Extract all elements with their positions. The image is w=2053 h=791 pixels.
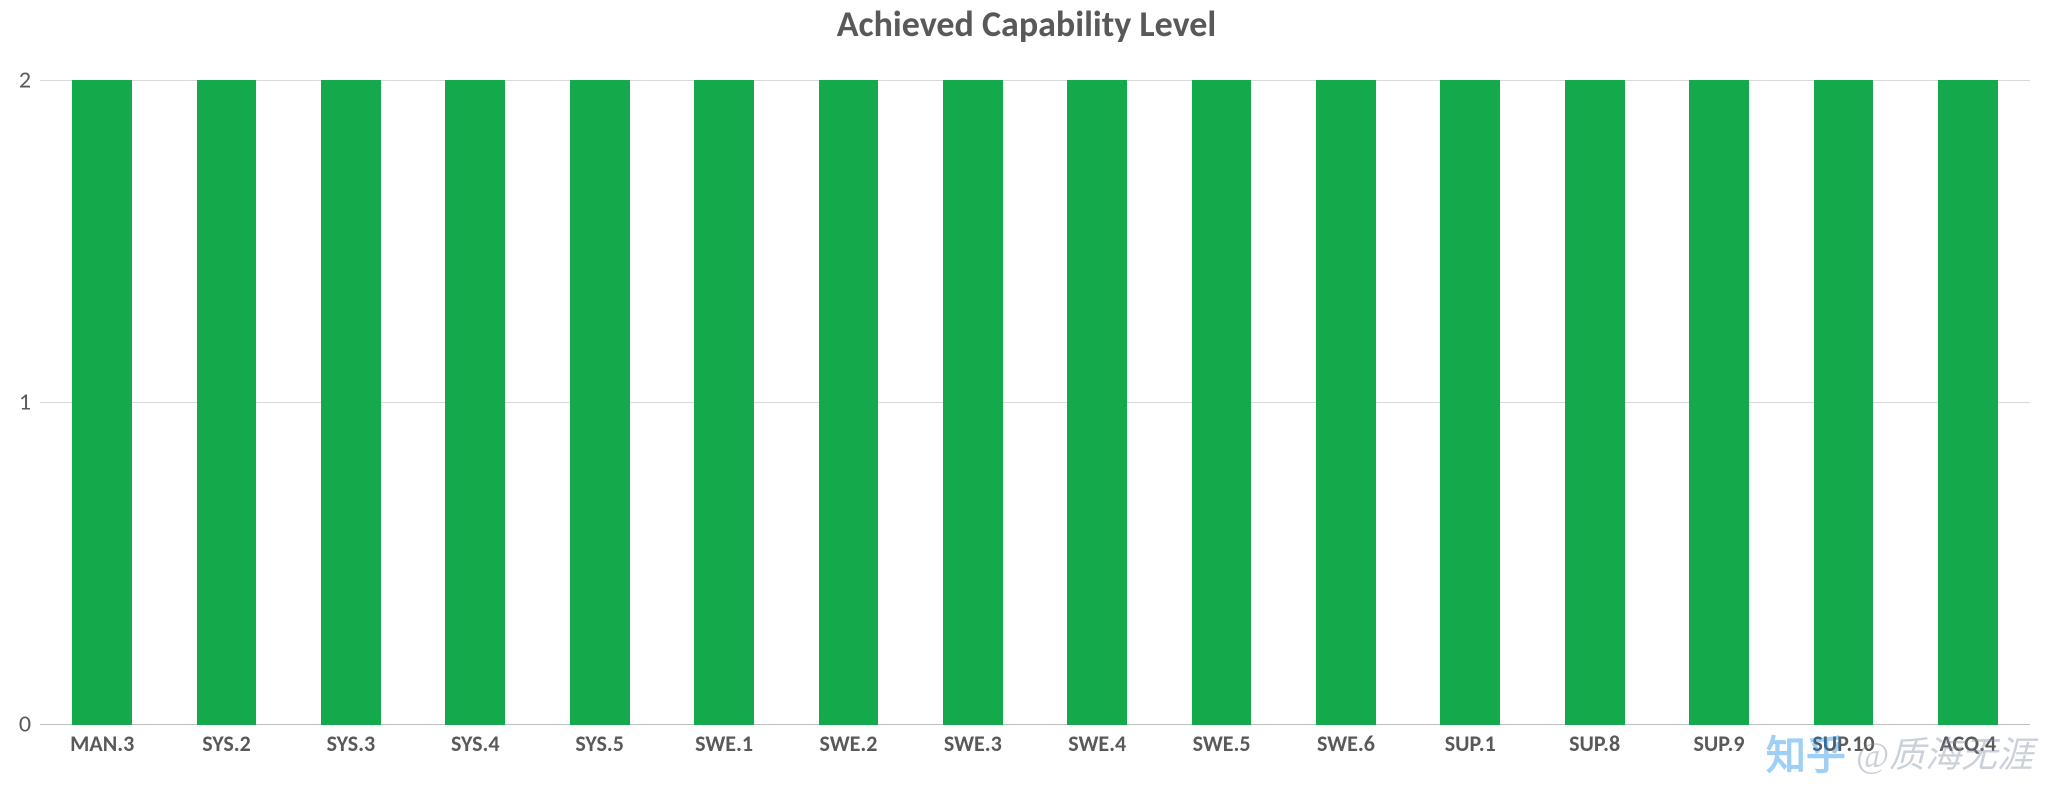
x-tick-label: SUP.9 [1657, 730, 1781, 770]
bar-slot [164, 80, 288, 725]
x-tick-label: ACQ.4 [1906, 730, 2030, 770]
bar-slot [1284, 80, 1408, 725]
bar-slot [662, 80, 786, 725]
bar [197, 80, 257, 725]
bar-slot [1159, 80, 1283, 725]
bar-slot [538, 80, 662, 725]
bar [943, 80, 1003, 725]
chart-title: Achieved Capability Level [0, 2, 2053, 46]
x-tick-label: MAN.3 [40, 730, 164, 770]
bar [819, 80, 879, 725]
bar-slot [1035, 80, 1159, 725]
bar-slot [413, 80, 537, 725]
bar-slot [1906, 80, 2030, 725]
bar [1192, 80, 1252, 725]
bar [1316, 80, 1376, 725]
y-axis: 0 1 2 [0, 80, 35, 725]
x-tick-label: SYS.4 [413, 730, 537, 770]
y-tick-0: 0 [1, 710, 31, 739]
bar-slot [40, 80, 164, 725]
bar-slot [1781, 80, 1905, 725]
bar-slot [1533, 80, 1657, 725]
x-tick-label: SYS.2 [164, 730, 288, 770]
bar [694, 80, 754, 725]
bar [321, 80, 381, 725]
bar [1067, 80, 1127, 725]
x-tick-label: SWE.2 [786, 730, 910, 770]
chart-container: Achieved Capability Level 0 1 2 MAN.3SYS… [0, 0, 2053, 791]
x-tick-label: SWE.1 [662, 730, 786, 770]
bar [1689, 80, 1749, 725]
x-tick-label: SUP.1 [1408, 730, 1532, 770]
bar-slot [289, 80, 413, 725]
x-axis: MAN.3SYS.2SYS.3SYS.4SYS.5SWE.1SWE.2SWE.3… [40, 730, 2030, 770]
x-tick-label: SYS.3 [289, 730, 413, 770]
bar-slot [1408, 80, 1532, 725]
bar-slot [1657, 80, 1781, 725]
x-tick-label: SWE.5 [1159, 730, 1283, 770]
bar-slot [786, 80, 910, 725]
y-tick-2: 2 [1, 66, 31, 95]
bar [570, 80, 630, 725]
y-tick-1: 1 [1, 388, 31, 417]
bar-slot [911, 80, 1035, 725]
bar [72, 80, 132, 725]
x-tick-label: SWE.6 [1284, 730, 1408, 770]
x-tick-label: SWE.4 [1035, 730, 1159, 770]
x-tick-label: SYS.5 [538, 730, 662, 770]
bar [1565, 80, 1625, 725]
x-tick-label: SUP.10 [1781, 730, 1905, 770]
x-tick-label: SUP.8 [1533, 730, 1657, 770]
bar [445, 80, 505, 725]
bar [1938, 80, 1998, 725]
plot-area [40, 80, 2030, 725]
bar [1440, 80, 1500, 725]
bars-group [40, 80, 2030, 725]
x-tick-label: SWE.3 [911, 730, 1035, 770]
bar [1814, 80, 1874, 725]
